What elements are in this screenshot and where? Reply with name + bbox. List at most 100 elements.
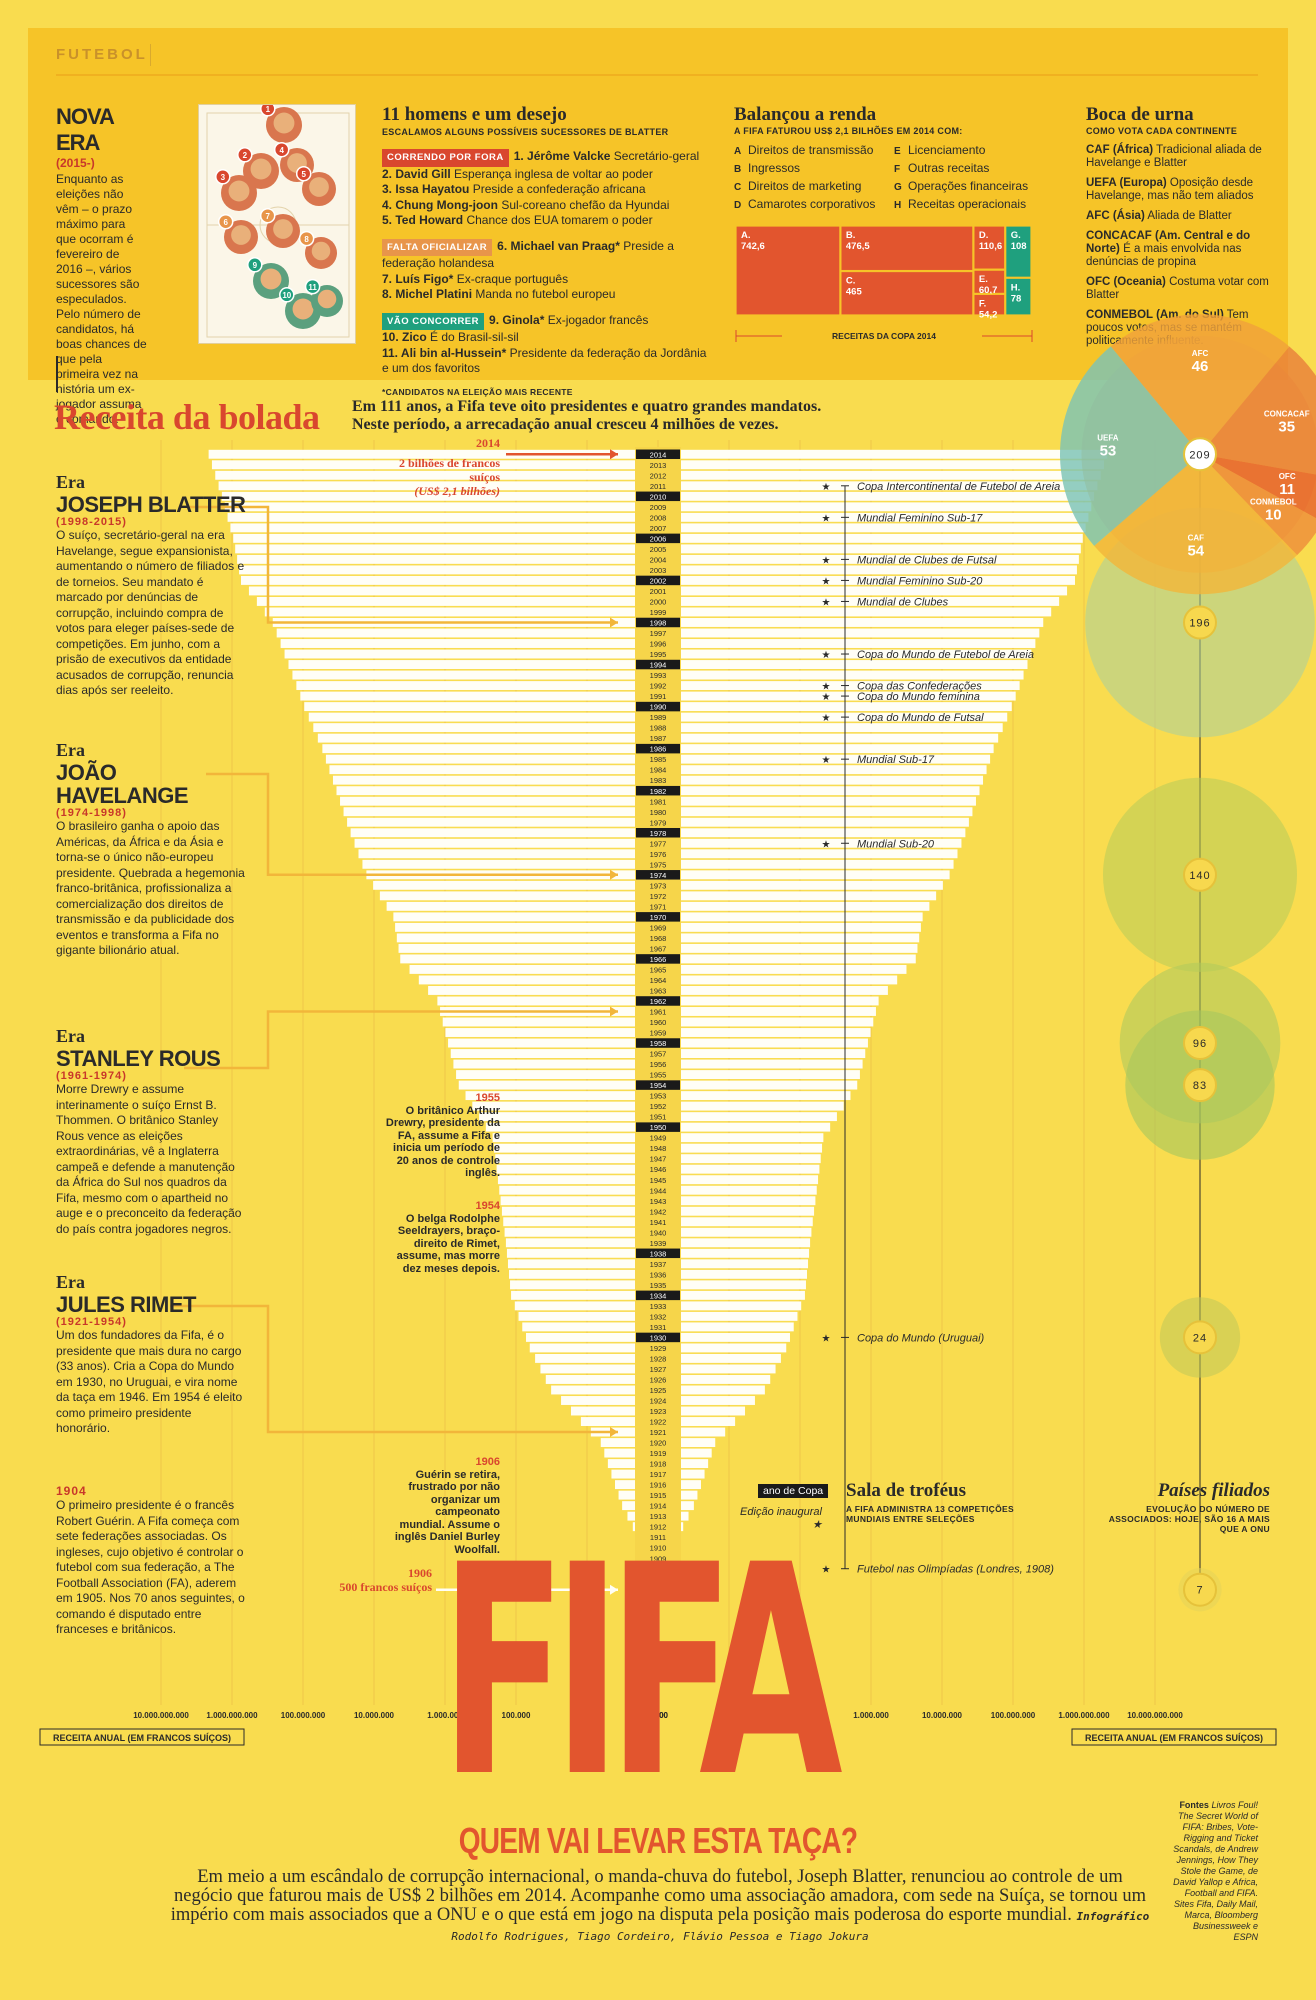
axis-tick-left: 1.000.000.000 xyxy=(206,1711,258,1720)
trophy-label: Copa do Mundo de Futebol de Areia xyxy=(857,649,1034,661)
year-label: 1956 xyxy=(650,1060,667,1069)
era-tag: Era xyxy=(56,740,85,760)
year-label: 2011 xyxy=(650,482,666,491)
renda-legend-label: Ingressos xyxy=(748,161,801,175)
candidate-group: FALTA OFICIALIZAR 6. Michael van Praag* P… xyxy=(382,238,712,303)
members-dot xyxy=(1183,1068,1217,1103)
year-label: 1922 xyxy=(650,1418,667,1427)
pie-slice-shape xyxy=(1060,346,1200,546)
renda-legend-item: H Receitas operacionais xyxy=(894,196,1044,214)
pie-slice-label: UEFA xyxy=(1097,434,1119,443)
year-label: 1994 xyxy=(650,661,667,670)
note-1954: 1954 O belga Rodolphe Seeldrayers, braço… xyxy=(380,1200,500,1275)
candidate-face-7: 7 xyxy=(259,207,300,248)
trophy-label: Mundial de Clubes xyxy=(857,596,949,608)
candidate-desc: Manda no futebol europeu xyxy=(475,287,616,301)
renda-legend-item: G Operações financeiras xyxy=(894,178,1044,196)
year-label: 1933 xyxy=(650,1302,667,1311)
receita-lede-1: Em 111 anos, a Fifa teve oito presidente… xyxy=(352,398,822,415)
pie-slice-shape xyxy=(1110,314,1290,455)
year-label: 2014 xyxy=(650,450,667,459)
year-label: 1955 xyxy=(650,1071,667,1080)
year-label: 1970 xyxy=(650,913,667,922)
year-label: 1989 xyxy=(650,713,667,722)
era-name: JOSEPH BLATTER xyxy=(56,492,246,517)
members-dot xyxy=(1183,605,1217,640)
year-label: 1949 xyxy=(650,1134,667,1143)
trophy-label: Mundial Sub-20 xyxy=(857,838,935,850)
era-rimet: Era JULES RIMET (1921-1954) Um dos funda… xyxy=(56,1272,246,1437)
members-dot-2014 xyxy=(1183,437,1217,472)
era-body: O brasileiro ganha o apoio das Américas,… xyxy=(56,819,245,957)
pie-slice-value: 46 xyxy=(1192,358,1209,375)
copa-year-box xyxy=(636,1332,680,1343)
year-label: 2006 xyxy=(650,534,667,543)
year-label: 1990 xyxy=(650,703,667,712)
candidate-group-tag: FALTA OFICIALIZAR xyxy=(382,238,493,256)
votes-pie: AFC46CONCACAF35OFC11CONMEBOL10CAF54UEFA5… xyxy=(1060,314,1316,595)
members-value: 196 xyxy=(1189,617,1210,629)
year-label: 1978 xyxy=(650,829,667,838)
star-legend: Edição inaugural ★ xyxy=(740,1506,822,1531)
trophy-item: ★ Copa do Mundo de Futsal xyxy=(822,712,985,724)
year-label: 1993 xyxy=(650,671,667,680)
star-icon: ★ xyxy=(822,713,831,724)
treemap-key: H. xyxy=(1011,282,1021,293)
year-label: 2001 xyxy=(650,587,667,596)
year-label: 2000 xyxy=(650,598,667,607)
year-label: 1911 xyxy=(650,1533,666,1542)
candidate-desc: Chance dos EUA tomarem o poder xyxy=(466,213,653,227)
face-number-badge xyxy=(237,147,253,163)
renda-legend-key: A xyxy=(734,146,742,157)
year-label: 1917 xyxy=(650,1470,667,1479)
credit-names: Rodolfo Rodrigues, Tiago Cordeiro, Flávi… xyxy=(451,1930,869,1943)
members-value: 96 xyxy=(1193,1038,1207,1050)
year-label: 1973 xyxy=(650,881,667,890)
star-icon: ★ xyxy=(822,692,831,703)
copa-year-box xyxy=(636,449,680,460)
face-number: 1 xyxy=(266,105,271,114)
face-number: 11 xyxy=(308,283,317,292)
treemap-cell-g: G.108 xyxy=(1005,225,1032,278)
axis-tick-right: 10.000 xyxy=(717,1711,742,1720)
copa-year-box xyxy=(636,996,680,1006)
axis-tick-left: 1.000.000 xyxy=(427,1711,463,1720)
era-havelange: Era JOÃO HAVELANGE (1974-1998) O brasile… xyxy=(56,740,246,959)
star-icon: ★ xyxy=(822,650,831,661)
face-number: 8 xyxy=(304,235,309,244)
year-label: 1948 xyxy=(650,1144,667,1153)
renda-legend-key: F xyxy=(894,164,901,175)
year-label: 1946 xyxy=(650,1165,667,1174)
urna-item-name: CAF (África) xyxy=(1086,144,1154,156)
urna-item-desc: Oposição desde Havelange, mas não tem al… xyxy=(1086,177,1254,202)
top-year: 2014 xyxy=(476,436,500,450)
arrow-top-value-head xyxy=(610,449,618,460)
pie-slice-shape xyxy=(1200,454,1316,519)
year-label: 1958 xyxy=(650,1039,667,1048)
era-body: O suíço, secretário-geral na era Havelan… xyxy=(56,528,245,697)
candidate-group-tag: VÃO CONCORRER xyxy=(382,312,485,330)
candidate-desc: Sul-coreano chefão da Hyundai xyxy=(501,197,670,212)
face-number: 10 xyxy=(282,291,291,300)
trophy-item: ★ Mundial Sub-17 xyxy=(822,754,935,766)
filiados-block: Países filiados EVOLUÇÃO DO NÚMERO DE AS… xyxy=(1060,1480,1270,1534)
candidate-desc: Presidente da federação da Jordânia e um… xyxy=(382,345,707,376)
year-label: 1975 xyxy=(650,860,667,869)
treemap-key: G. xyxy=(1011,230,1021,241)
candidate-name: 3. Issa Hayatou xyxy=(382,182,470,196)
year-label: 1939 xyxy=(650,1239,667,1248)
candidate-name: 5. Ted Howard xyxy=(382,213,464,227)
urna-item: OFC (Oceania) Costuma votar com Blatter xyxy=(1086,276,1276,302)
era-body: Morre Drewry e assume interinamente o su… xyxy=(56,1082,242,1236)
year-label: 1954 xyxy=(650,1081,667,1090)
nova-era-years: (2015-) xyxy=(56,156,95,170)
trophy-label: Futebol nas Olimpíadas (Londres, 1908) xyxy=(857,1564,1054,1576)
year-label: 1981 xyxy=(650,797,667,806)
face-number-badge xyxy=(259,207,276,224)
year-label: 1992 xyxy=(650,682,667,691)
axis-title-right: RECEITA ANUAL (EM FRANCOS SUÍÇOS) xyxy=(1085,1733,1263,1743)
renda-legend-label: Camarotes corporativos xyxy=(748,197,876,211)
